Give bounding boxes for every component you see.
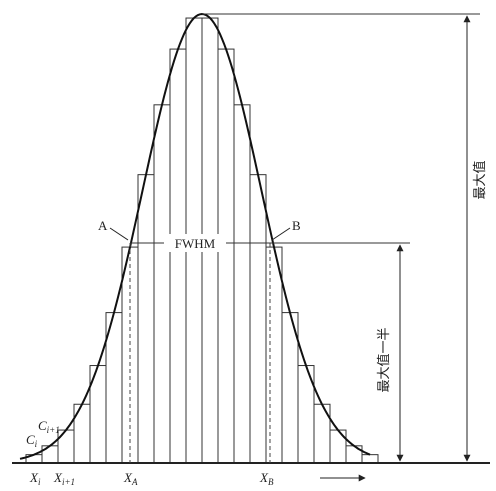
label-main: C: [38, 418, 47, 433]
bin: [57, 429, 75, 464]
half-max-label: 最大值一半: [376, 327, 391, 392]
label-main: X: [29, 470, 39, 485]
a-label: A: [98, 218, 108, 233]
bin: [265, 246, 283, 464]
bin: [137, 174, 155, 464]
sub-label: Ci: [26, 432, 38, 449]
sub-label: Ci+1: [38, 418, 60, 435]
a-leader: [109, 227, 129, 241]
fwhm-box: [164, 234, 226, 252]
label-main: X: [123, 470, 133, 485]
fwhm-label: FWHM: [175, 236, 216, 251]
label-sub: B: [268, 477, 274, 486]
label-main: X: [259, 470, 269, 485]
label-sub: i+1: [62, 477, 75, 486]
bin: [361, 454, 379, 464]
bin: [249, 174, 267, 464]
bin: [345, 445, 363, 464]
bin: [233, 104, 251, 464]
bin: [153, 104, 171, 464]
sub-label: XA: [123, 470, 138, 486]
bin: [217, 48, 235, 464]
label-main: X: [53, 470, 63, 485]
gaussian-curve: [19, 12, 371, 460]
max-label: 最大值: [472, 160, 487, 199]
sub-label: XB: [259, 470, 274, 486]
label-sub: i+1: [47, 425, 60, 435]
label-sub: A: [131, 477, 138, 486]
bin: [169, 48, 187, 464]
label-sub: i: [35, 439, 38, 449]
bin: [41, 445, 59, 464]
bin: [329, 429, 347, 464]
b-label: B: [292, 218, 301, 233]
label-sub: i: [38, 477, 41, 486]
sub-label: Xi+1: [53, 470, 75, 486]
label-main: C: [26, 432, 35, 447]
sub-label: Xi: [29, 470, 41, 486]
b-leader: [271, 227, 291, 241]
